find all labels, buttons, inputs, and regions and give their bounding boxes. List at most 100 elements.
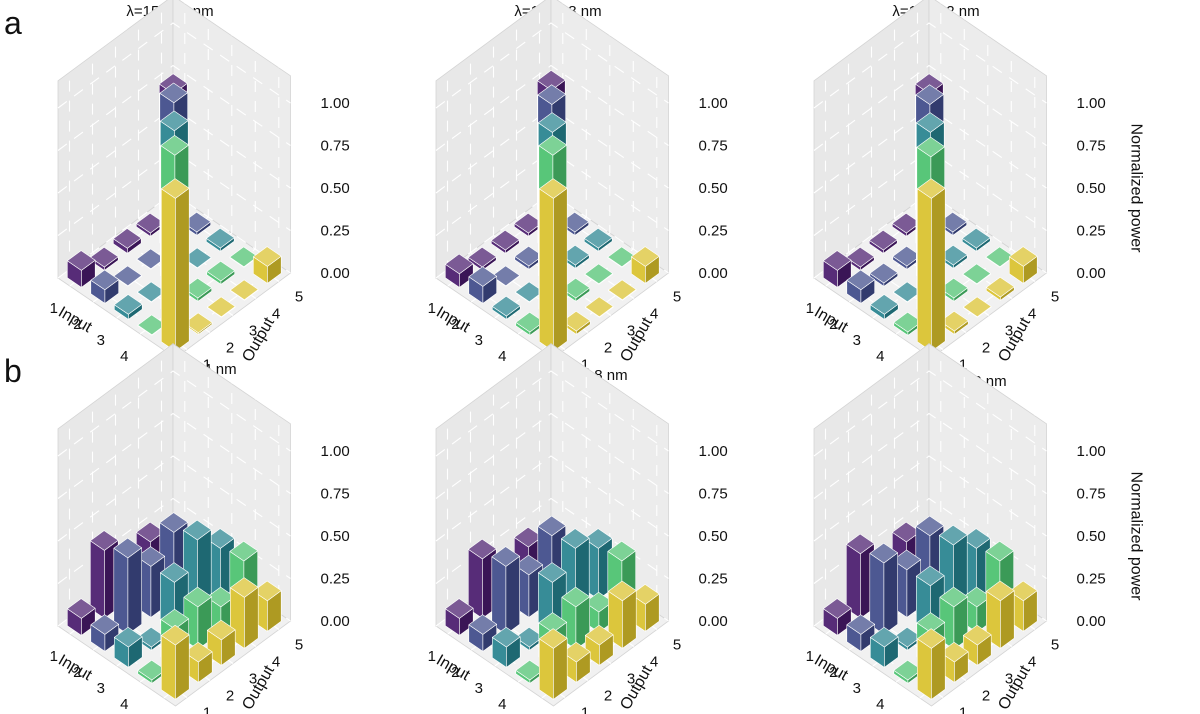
y-tick-label: 4 xyxy=(272,306,280,323)
bar-top-face xyxy=(845,246,875,268)
bar-top-face xyxy=(136,546,165,567)
y-tick-label: 3 xyxy=(627,671,635,688)
bar-top-face xyxy=(90,246,119,268)
bar-top-face xyxy=(962,624,992,646)
y-tick-label: 3 xyxy=(627,323,635,340)
y-tick-label: 5 xyxy=(673,637,681,654)
z-tick-label: 0.75 xyxy=(321,486,350,503)
y-tick-label: 2 xyxy=(982,688,990,705)
y-tick-label: 2 xyxy=(226,340,234,357)
x-tick-label: 3 xyxy=(475,332,483,349)
z-axis-label: Normalized power xyxy=(1128,124,1145,254)
bar-top-face xyxy=(939,586,969,608)
bar-top-face xyxy=(160,608,189,630)
bar-top-face xyxy=(467,538,497,560)
x-tick-label: 4 xyxy=(498,696,506,713)
bar-top-face xyxy=(468,614,498,635)
bar-input-2-output-1 xyxy=(468,266,498,304)
bar-side-face xyxy=(553,637,568,700)
bar-input-2-output-2 xyxy=(869,542,899,635)
panel-label-b: b xyxy=(4,353,22,389)
bar-top-face xyxy=(160,135,189,156)
bar-front-face xyxy=(113,547,129,635)
bar-top-face xyxy=(182,211,211,233)
bar-top-face xyxy=(206,260,235,282)
bar-top-face xyxy=(985,276,1015,298)
bar-top-face xyxy=(444,253,474,275)
bar-side-face xyxy=(505,555,521,635)
x-tick-label: 4 xyxy=(120,696,128,713)
z-gridline xyxy=(435,455,669,542)
bar-top-face xyxy=(537,84,567,105)
bar-input-5-output-3 xyxy=(962,296,992,318)
x-tick-label: 3 xyxy=(97,680,105,697)
bar-top-face xyxy=(206,528,235,549)
bar-top-face xyxy=(161,178,190,199)
y-axis-label: Output xyxy=(995,314,1034,365)
z-tick-label: 0.75 xyxy=(321,138,350,155)
bar-input-5-output-3 xyxy=(584,296,614,318)
bar-top-face xyxy=(583,227,613,249)
bar-top-face xyxy=(444,598,474,619)
bar-top-face xyxy=(916,628,946,649)
z-gridline xyxy=(57,412,291,499)
bar-side-face xyxy=(883,552,899,635)
bar-top-face xyxy=(206,227,235,249)
z-gridline xyxy=(57,22,291,109)
z-tick-label: 0.50 xyxy=(1077,180,1106,197)
z-gridline xyxy=(813,370,1047,457)
bar-input-5-output-4 xyxy=(985,580,1015,649)
bar-input-5-output-1 xyxy=(916,628,946,700)
y-tick-label: 4 xyxy=(1028,654,1036,671)
x-tick-label: 4 xyxy=(498,348,506,365)
bar-side-face xyxy=(931,187,946,352)
bar-top-face xyxy=(607,580,637,602)
bar-side-face xyxy=(244,586,259,649)
back-wall-pane xyxy=(172,0,291,274)
y-tick-label: 2 xyxy=(226,688,234,705)
bar-top-face xyxy=(67,250,96,271)
x-tick-label: 1 xyxy=(428,648,436,665)
z-tick-label: 0.00 xyxy=(1077,265,1106,282)
y-tick-label: 3 xyxy=(1005,671,1013,688)
bar-top-face xyxy=(113,228,142,249)
y-axis-label: Output xyxy=(239,314,278,365)
bar-side-face xyxy=(127,547,142,635)
x-tick-label: 3 xyxy=(853,332,861,349)
z-tick-label: 0.75 xyxy=(1077,486,1106,503)
y-tick-label: 2 xyxy=(982,340,990,357)
bar-top-face xyxy=(113,537,142,559)
bar-input-1-output-1 xyxy=(67,598,96,636)
bar-top-face xyxy=(230,577,259,598)
bar-top-face xyxy=(915,84,945,105)
panel-label-a: a xyxy=(4,5,22,41)
bar-top-face xyxy=(845,533,875,555)
bar-top-face xyxy=(253,580,282,602)
z-gridline xyxy=(435,64,669,151)
bar-top-face xyxy=(114,626,143,648)
z-tick-label: 0.25 xyxy=(1077,223,1106,240)
bar-top-face xyxy=(183,277,212,299)
bar-input-3-output-4 xyxy=(938,244,968,269)
bar-top-face xyxy=(916,612,946,633)
bar-top-face xyxy=(468,266,498,287)
bar-top-face xyxy=(869,262,899,284)
x-tick-label: 2 xyxy=(73,664,81,681)
bar-top-face xyxy=(183,247,212,269)
bar-input-1-output-1 xyxy=(444,253,474,288)
left-wall-pane xyxy=(813,0,930,279)
bar-top-face xyxy=(90,269,119,291)
bar-input-5-output-4 xyxy=(230,577,259,649)
bar-top-face xyxy=(490,229,520,251)
bar-input-2-output-2 xyxy=(869,262,899,287)
z-tick-label: 0.50 xyxy=(1077,528,1106,545)
bar-top-face xyxy=(491,265,521,287)
bar-top-face xyxy=(537,112,567,133)
bar-input-5-output-4 xyxy=(607,580,637,649)
bar-top-face xyxy=(846,269,876,291)
bar-front-face xyxy=(538,638,554,700)
bar-input-4-output-1 xyxy=(515,311,545,336)
bar-input-3-output-5 xyxy=(206,227,235,252)
bar-top-face xyxy=(869,542,899,564)
bar-top-face xyxy=(467,246,497,268)
